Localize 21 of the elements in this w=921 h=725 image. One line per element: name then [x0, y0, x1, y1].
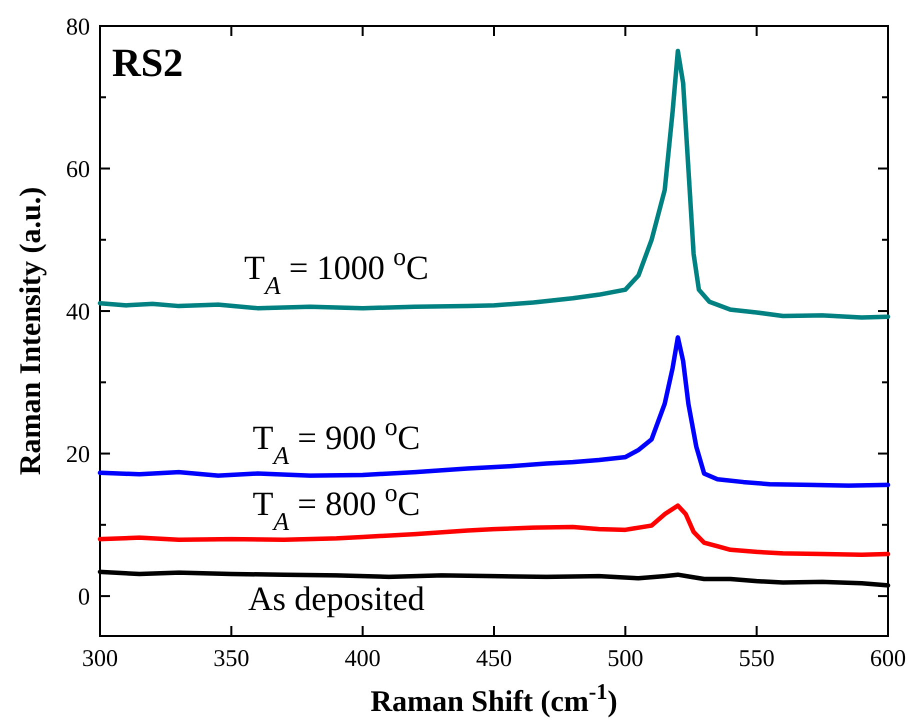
y-tick-label: 80 — [66, 14, 90, 40]
x-tick-label: 350 — [213, 646, 250, 672]
y-axis-title: Raman Intensity (a.u.) — [14, 186, 47, 476]
y-tick-label: 60 — [66, 156, 90, 183]
x-tick-label: 500 — [607, 646, 644, 672]
series-label: T$_{A}$ = 1000 $^{o}$C — [244, 242, 429, 300]
x-tick-label: 450 — [476, 646, 512, 672]
x-tick-label: 300 — [82, 646, 118, 672]
x-axis-title: Raman Shift (cm$^{-1}$) — [370, 678, 618, 718]
line-series — [98, 48, 890, 320]
x-tick-label: 550 — [738, 646, 775, 672]
x-tick-label: 400 — [344, 646, 381, 672]
y-tick-label: 40 — [66, 299, 90, 326]
series-label: T$_{A}$ = 900 $^{o}$C — [252, 411, 420, 470]
chart-title: RS2 — [112, 40, 184, 85]
series-label: T$_{A}$ = 800 $^{o}$C — [252, 478, 420, 536]
series-label: As deposited — [248, 580, 425, 618]
y-tick-label: 0 — [78, 584, 90, 610]
x-tick-label: 600 — [870, 646, 906, 672]
y-tick-label: 20 — [66, 442, 90, 468]
line-series — [98, 335, 890, 488]
